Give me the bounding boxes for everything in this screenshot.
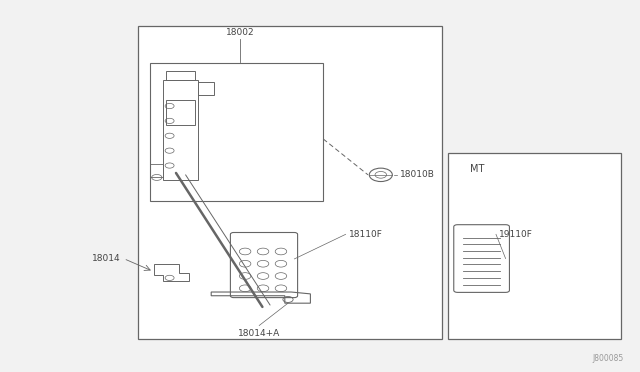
Text: 18014: 18014 — [92, 254, 120, 263]
Text: 18002: 18002 — [226, 28, 254, 37]
Text: MT: MT — [470, 164, 484, 174]
Bar — [138, 26, 442, 339]
Text: 18014+A: 18014+A — [238, 329, 280, 338]
Text: J800085: J800085 — [593, 354, 624, 363]
Text: 18110F: 18110F — [349, 230, 383, 239]
Bar — [150, 63, 323, 201]
Text: 18010B: 18010B — [400, 170, 435, 179]
Bar — [163, 80, 198, 180]
Bar — [150, 164, 163, 177]
Bar — [448, 153, 621, 339]
Text: 19110F: 19110F — [499, 230, 533, 239]
Bar — [198, 82, 214, 95]
Bar — [166, 71, 195, 80]
Bar — [166, 100, 195, 125]
